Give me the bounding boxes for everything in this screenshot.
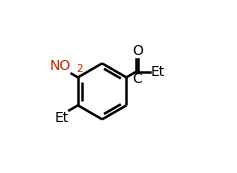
Text: O: O — [132, 44, 143, 58]
Text: C: C — [132, 72, 142, 86]
Text: Et: Et — [54, 111, 68, 125]
Text: Et: Et — [150, 65, 165, 79]
Text: 2: 2 — [76, 64, 83, 74]
Text: NO: NO — [50, 59, 71, 73]
